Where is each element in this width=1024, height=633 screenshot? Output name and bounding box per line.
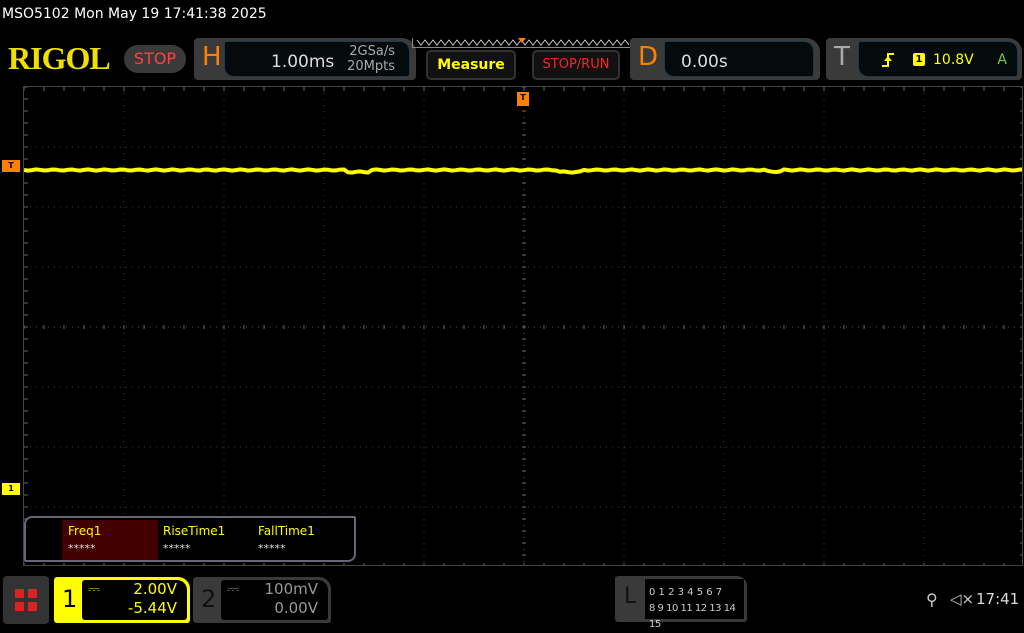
timebase-value: 1.00ms <box>271 52 335 72</box>
delay-letter: D <box>638 42 659 72</box>
rising-edge-icon <box>882 53 894 67</box>
trigger-letter: T <box>834 42 850 72</box>
measurement-freq[interactable]: Freq1 ***** <box>62 520 158 560</box>
grid-menu-icon <box>15 589 37 611</box>
delay-value: 0.00s <box>681 52 728 72</box>
channel-1-offset: -5.44V <box>127 599 177 617</box>
logic-channels-row-1: 0 1 2 3 4 5 6 7 <box>649 587 723 598</box>
memory-depth: 20Mpts <box>347 59 395 74</box>
trigger-panel[interactable]: T 1 10.8V A <box>826 38 1022 80</box>
channel-2-number: 2 <box>201 585 217 613</box>
channel-1-trace <box>24 167 1022 175</box>
horizontal-letter: H <box>202 42 222 72</box>
trigger-level: 10.8V <box>933 52 974 68</box>
run-state-badge[interactable]: STOP <box>124 45 186 73</box>
stop-run-button[interactable]: STOP/RUN <box>532 50 620 80</box>
rigol-logo: RIGOL <box>8 40 111 76</box>
waveform-grid[interactable] <box>23 86 1023 566</box>
clock-time: 17:41 <box>976 590 1020 608</box>
trigger-position-marker[interactable]: T <box>517 92 529 106</box>
speaker-muted-icon[interactable]: ◁× <box>950 590 975 608</box>
logic-channels-row-2: 8 9 10 11 12 13 14 15 <box>649 603 736 630</box>
trigger-level-marker[interactable]: T <box>2 160 20 172</box>
channel-1-offset-marker[interactable]: 1 <box>2 483 20 495</box>
channel-1-scale: ⎓ 2.00V <box>88 580 177 598</box>
measurement-fall-time[interactable]: FallTime1 ***** <box>258 524 315 555</box>
horizontal-panel[interactable]: H 1.00ms 2GSa/s 20Mpts <box>194 38 416 80</box>
trigger-mode: A <box>997 52 1007 68</box>
usb-icon: ⚲ <box>926 590 938 609</box>
dc-coupling-icon: ⎓ <box>227 580 239 598</box>
measurement-rise-time[interactable]: RiseTime1 ***** <box>163 524 226 555</box>
waveform-overview-bar <box>412 38 634 48</box>
dc-coupling-icon: ⎓ <box>88 580 100 598</box>
trigger-source: 1 <box>913 53 925 66</box>
delay-panel[interactable]: D 0.00s <box>630 38 820 80</box>
channel-2-scale: ⎓ 100mV <box>227 580 318 598</box>
channel-1-panel[interactable]: 1 ⎓ 2.00V -5.44V <box>54 577 190 623</box>
measure-button[interactable]: Measure <box>426 50 516 80</box>
channel-1-number: 1 <box>62 585 78 613</box>
main-menu-button[interactable] <box>3 576 49 624</box>
measurement-panel: Freq1 ***** RiseTime1 ***** FallTime1 ***** <box>24 516 356 562</box>
window-title: MSO5102 Mon May 19 17:41:38 2025 <box>2 6 267 22</box>
logic-panel[interactable]: L 0 1 2 3 4 5 6 7 8 9 10 11 12 13 14 15 <box>615 576 747 630</box>
channel-2-offset: 0.00V <box>274 599 318 617</box>
logic-letter: L <box>624 584 637 609</box>
sample-rate: 2GSa/s <box>349 44 395 59</box>
channel-2-panel[interactable]: 2 ⎓ 100mV 0.00V <box>193 577 331 623</box>
